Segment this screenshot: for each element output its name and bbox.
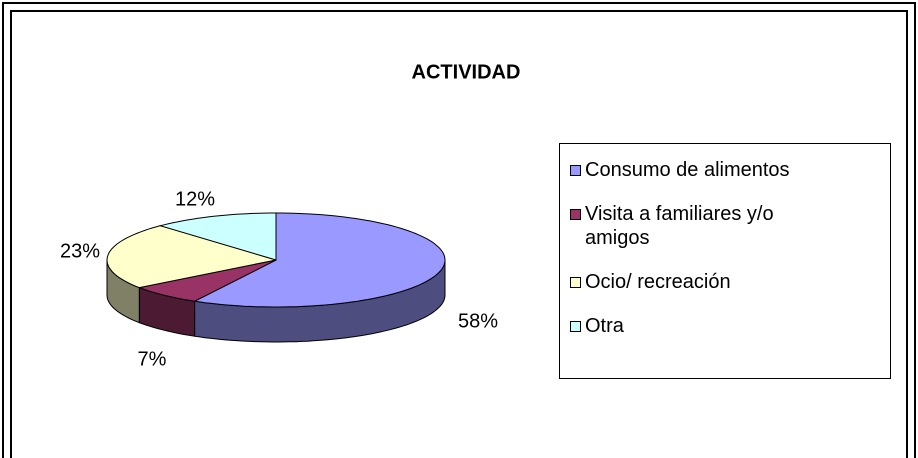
- slice: [137, 259, 277, 302]
- legend-item: Visita a familiares y/o amigos: [570, 202, 880, 250]
- chart-title: ACTIVIDAD: [412, 61, 521, 83]
- data-label: 23%: [60, 240, 100, 262]
- legend-swatch: [570, 277, 581, 288]
- legend-label: Consumo de alimentos: [585, 159, 790, 181]
- legend-label: Otra: [585, 315, 624, 337]
- legend-item: Ocio/ recreación: [570, 270, 880, 294]
- legend-swatch: [570, 165, 581, 176]
- slice: [192, 212, 446, 308]
- pie-tops: [106, 212, 446, 308]
- legend-item: Consumo de alimentos: [570, 158, 880, 182]
- legend-label: Visita a familiares y/o amigos: [585, 203, 774, 249]
- legend-item: Otra: [570, 314, 880, 338]
- slice: [158, 212, 277, 261]
- legend-label: Ocio/ recreación: [585, 271, 731, 293]
- inner-frame: [10, 10, 908, 458]
- data-label: 7%: [138, 348, 167, 370]
- legend-swatch: [570, 321, 581, 332]
- data-label: 12%: [175, 188, 215, 210]
- legend: Consumo de alimentos Visita a familiares …: [559, 143, 891, 379]
- legend-swatch: [570, 209, 581, 220]
- data-label: 58%: [458, 310, 498, 332]
- slice: [106, 225, 277, 289]
